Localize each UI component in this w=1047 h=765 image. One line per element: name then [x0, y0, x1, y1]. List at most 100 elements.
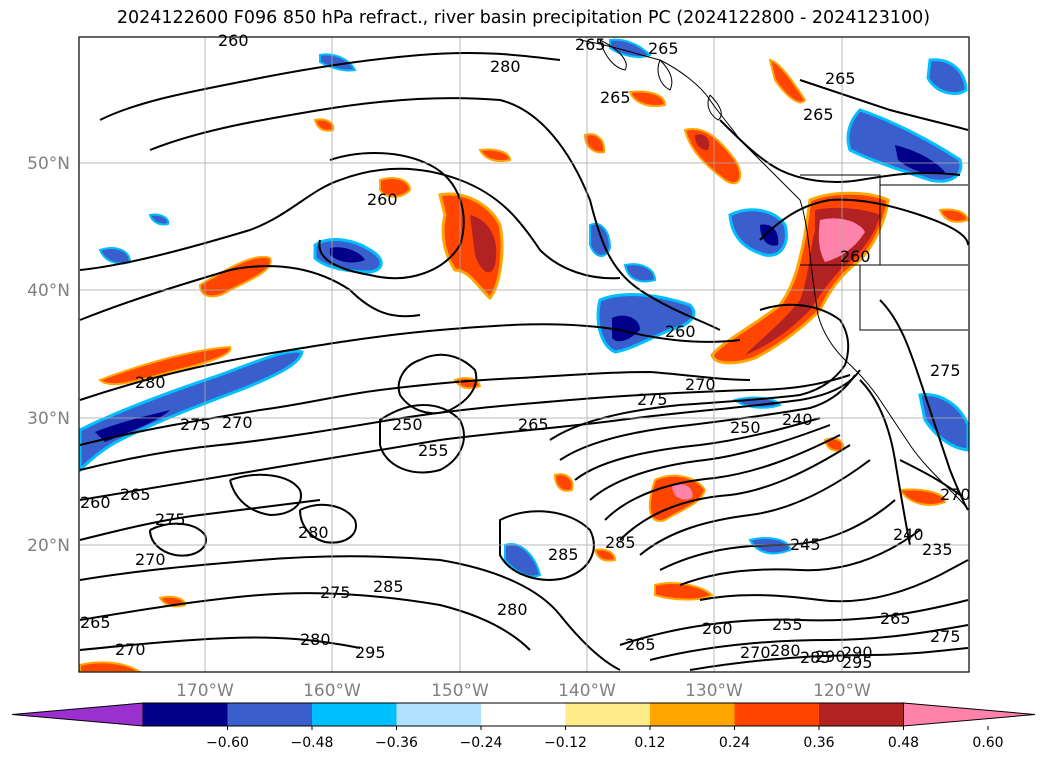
anomaly-patch: [148, 213, 170, 226]
contour-label: 270: [940, 485, 971, 504]
contour-lines: [79, 51, 969, 671]
colorbar: −0.60 −0.48 −0.36 −0.24 −0.12 0.12 0.24 0.36 0.4…: [11, 702, 1036, 751]
lat-label: 50°N: [27, 154, 70, 174]
lon-label: 150°W: [431, 681, 489, 701]
anomaly-patch: [609, 38, 652, 58]
anomaly-patch: [313, 118, 335, 132]
contour-label: 275: [180, 415, 211, 434]
contour-label: 240: [782, 410, 813, 429]
contour-label: 235: [922, 540, 953, 559]
contour-label: 265: [518, 415, 549, 434]
contour-label: 250: [392, 415, 423, 434]
anomaly-patch: [98, 345, 232, 386]
lat-label: 30°N: [27, 409, 70, 429]
contour-label: 245: [790, 535, 821, 554]
precip-shading: [79, 38, 969, 672]
anomaly-patch: [79, 661, 142, 672]
lon-label: 130°W: [685, 681, 743, 701]
colorbar-tick-label: −0.36: [375, 735, 418, 751]
contour-label: 260: [840, 247, 871, 266]
contour-label: 270: [685, 375, 716, 394]
anomaly-patch: [330, 247, 365, 263]
colorbar-cell: [227, 703, 313, 726]
lat-axis: 50°N 40°N 30°N 20°N: [27, 154, 70, 556]
contour-label: 295: [842, 653, 873, 672]
contour-label: 280: [497, 600, 528, 619]
contour-label: 265: [600, 88, 631, 107]
contour-label: 260: [702, 619, 733, 638]
contour-label: 280: [490, 57, 521, 76]
colorbar-cell: [143, 703, 228, 726]
lon-label: 120°W: [813, 681, 871, 701]
colorbar-extend-high: [903, 702, 1036, 727]
plot-frame: [78, 36, 970, 673]
anomaly-patch: [470, 215, 497, 273]
contour-label: 270: [222, 413, 253, 432]
colorbar-cell: [481, 703, 566, 726]
lon-axis: 170°W 160°W 150°W 140°W 130°W 120°W: [176, 681, 871, 701]
colorbar-tick-label: −0.12: [544, 735, 587, 751]
anomaly-patch: [672, 483, 693, 500]
contour-label: 265: [120, 485, 151, 504]
anomaly-patch: [918, 393, 969, 452]
anomaly-patch: [628, 90, 667, 107]
anomaly-patch: [898, 488, 947, 506]
contour-label: 275: [155, 510, 186, 529]
contour-label: 265: [80, 613, 111, 632]
contour-label: 285: [605, 533, 636, 552]
contour-label: 260: [665, 322, 696, 341]
anomaly-patch: [379, 177, 412, 198]
anomaly-patch: [768, 58, 807, 104]
contour-label: 270: [115, 640, 146, 659]
gridlines: [79, 37, 969, 672]
contour-label: 265: [625, 635, 656, 654]
colorbar-cell: [396, 703, 482, 726]
contour-label: 250: [730, 418, 761, 437]
contour-label: 260: [80, 493, 111, 512]
contour-label: 280: [300, 630, 331, 649]
contour-label: 260: [367, 190, 398, 209]
colorbar-cell: [734, 703, 820, 726]
colorbar-tick-label: 0.24: [719, 735, 750, 751]
contour-label: 260: [218, 31, 249, 50]
contour-label: 265: [648, 39, 679, 58]
contour-label: 285: [373, 577, 404, 596]
lon-label: 140°W: [558, 681, 616, 701]
colorbar-tick-label: −0.48: [291, 735, 334, 751]
colorbar-tick-label: 0.12: [634, 735, 665, 751]
anomaly-patch: [938, 208, 969, 223]
anomaly-patch: [654, 582, 714, 601]
anomaly-patch: [612, 315, 640, 342]
colorbar-extend-low: [11, 702, 144, 727]
colorbar-cell: [819, 703, 904, 726]
contour-label: 255: [772, 615, 803, 634]
anomaly-patch: [504, 543, 542, 578]
contour-label: 285: [800, 648, 831, 667]
coastlines: [579, 39, 969, 511]
map-title: 2024122600 F096 850 hPa refract., river …: [116, 8, 931, 28]
lat-label: 40°N: [27, 281, 70, 301]
colorbar-tick-label: 0.36: [803, 735, 834, 751]
colorbar-tick-label: 0.60: [972, 735, 1003, 751]
anomaly-patch: [593, 548, 617, 562]
contour-label: 280: [135, 373, 166, 392]
contour-label: 280: [298, 523, 329, 542]
contour-label: 295: [355, 643, 386, 662]
anomaly-patch: [623, 263, 657, 283]
anomaly-patch: [760, 224, 779, 246]
contour-label: 270: [135, 550, 166, 569]
contour-label: 285: [548, 545, 579, 564]
contour-label: 275: [930, 361, 961, 380]
colorbar-cell: [312, 703, 397, 726]
contour-label: 275: [637, 390, 668, 409]
contour-label: 265: [825, 69, 856, 88]
contour-label: 280: [770, 641, 801, 660]
contour-label: 275: [930, 627, 961, 646]
contour-label: 265: [880, 609, 911, 628]
colorbar-cell: [650, 703, 735, 726]
anomaly-patch: [478, 148, 512, 163]
anomaly-patch: [926, 58, 968, 95]
colorbar-cell: [565, 703, 651, 726]
colorbar-tick-label: 0.48: [888, 735, 919, 751]
